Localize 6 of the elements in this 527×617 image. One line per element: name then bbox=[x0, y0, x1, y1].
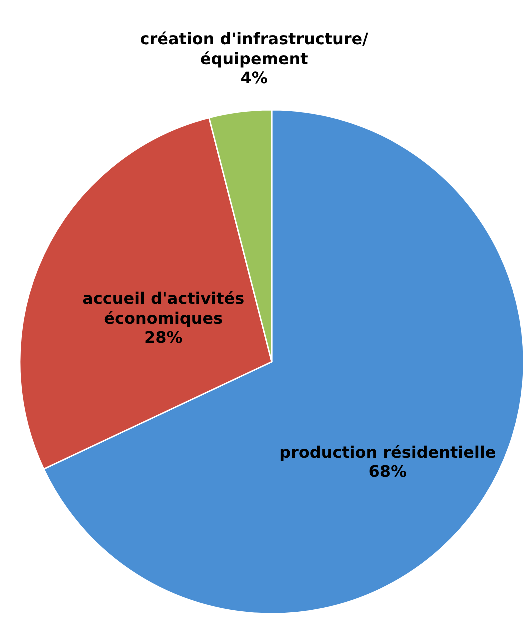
data-label: 4% bbox=[242, 72, 268, 84]
data-label: 28% bbox=[146, 331, 182, 344]
slice-label: création d'infrastructure/ équipement bbox=[140, 32, 368, 68]
slice-label: production résidentielle bbox=[280, 445, 496, 462]
slice-label: accueil d'activités économiques bbox=[83, 291, 244, 328]
data-label: 68% bbox=[370, 465, 407, 478]
